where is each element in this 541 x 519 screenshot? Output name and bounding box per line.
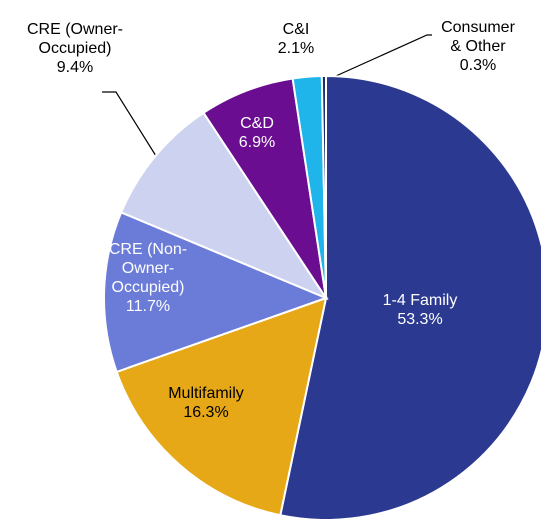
label-line: Consumer bbox=[441, 19, 515, 36]
label-line: & Other bbox=[450, 38, 506, 55]
value-label: 53.3% bbox=[397, 311, 442, 328]
value-label: 6.9% bbox=[239, 134, 275, 151]
pie-slice bbox=[115, 296, 328, 517]
label-line: Occupied) bbox=[112, 279, 185, 296]
slice-label: C&D bbox=[240, 115, 274, 132]
slice-label: CRE (Owner- Occupied) bbox=[27, 21, 123, 57]
pie-slice bbox=[279, 74, 541, 519]
label-line: Occupied) bbox=[39, 40, 112, 57]
slice-label: Multifamily bbox=[168, 385, 244, 402]
value-label: 16.3% bbox=[183, 404, 228, 421]
label-line: CRE (Non- bbox=[109, 241, 187, 258]
value-label: 11.7% bbox=[126, 298, 170, 315]
pie-slice bbox=[103, 211, 329, 374]
pie-slice bbox=[320, 74, 327, 299]
slice-label: Consumer & Other bbox=[441, 19, 515, 55]
slice-label: C&I bbox=[283, 21, 310, 38]
label-line: Owner- bbox=[122, 260, 174, 277]
leader-line bbox=[326, 34, 432, 81]
slice-label: 1-4 Family bbox=[383, 292, 458, 309]
label-line: Multifamily bbox=[168, 385, 244, 402]
pie-slice bbox=[119, 111, 329, 301]
label-line: C&I bbox=[283, 21, 310, 38]
label-line: CRE (Owner- bbox=[27, 21, 123, 38]
label-line: 1-4 Family bbox=[383, 292, 458, 309]
leader-line bbox=[102, 91, 157, 157]
value-label: 9.4% bbox=[57, 59, 93, 76]
value-label: 2.1% bbox=[278, 40, 314, 57]
value-label: 0.3% bbox=[460, 57, 496, 74]
label-line: C&D bbox=[240, 115, 274, 132]
slice-label: CRE (Non- Owner- Occupied) bbox=[109, 241, 187, 296]
